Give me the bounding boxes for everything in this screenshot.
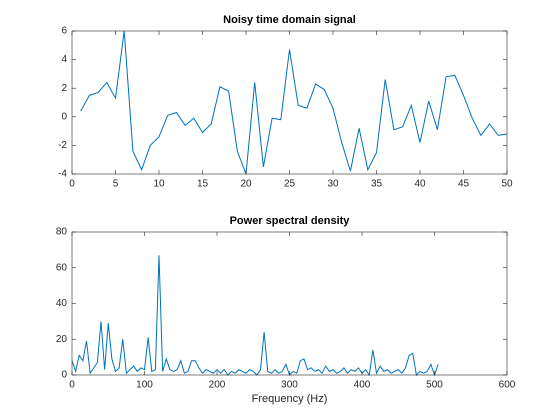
axes-background <box>72 31 507 174</box>
x-axis-label: Frequency (Hz) <box>252 393 328 405</box>
x-tick-label: 600 <box>499 380 516 391</box>
y-tick-label: 40 <box>56 298 68 309</box>
y-tick-label: 4 <box>61 54 67 65</box>
x-tick-label: 100 <box>136 380 153 391</box>
x-tick-label: 5 <box>113 179 119 190</box>
x-tick-label: 50 <box>501 179 513 190</box>
x-tick-label: 10 <box>153 179 165 190</box>
y-tick-label: 0 <box>61 111 67 122</box>
line <box>80 30 508 175</box>
x-tick-label: 200 <box>209 380 226 391</box>
x-tick-label: 15 <box>197 179 209 190</box>
x-tick-label: 0 <box>69 380 75 391</box>
y-tick-label: 0 <box>61 370 67 381</box>
axes-background <box>72 232 507 375</box>
x-tick-label: 25 <box>284 179 296 190</box>
y-tick-label: 60 <box>56 262 68 273</box>
x-tick-label: 45 <box>458 179 470 190</box>
x-tick-label: 0 <box>69 179 75 190</box>
axes-title: Noisy time domain signal <box>223 14 356 26</box>
x-tick-label: 35 <box>371 179 383 190</box>
x-tick-label: 500 <box>426 380 443 391</box>
y-tick-label: -4 <box>58 169 67 180</box>
y-tick-label: 80 <box>56 227 68 238</box>
y-tick-label: 20 <box>56 334 68 345</box>
x-tick-label: 40 <box>414 179 426 190</box>
y-tick-label: -2 <box>58 140 67 151</box>
x-tick-label: 300 <box>281 380 298 391</box>
x-tick-label: 30 <box>327 179 339 190</box>
x-tick-label: 20 <box>240 179 252 190</box>
y-tick-label: 2 <box>61 83 67 94</box>
line <box>71 255 439 377</box>
x-tick-label: 400 <box>354 380 371 391</box>
y-tick-label: 6 <box>61 26 67 37</box>
axes-title: Power spectral density <box>230 215 351 227</box>
